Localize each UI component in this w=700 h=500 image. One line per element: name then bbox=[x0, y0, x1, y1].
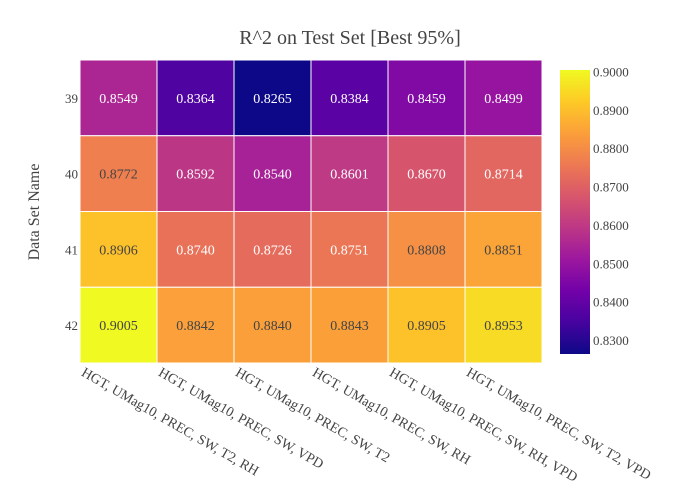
heatmap-cell-labels: 0.8549 0.8364 0.8265 0.8384 0.8459 0.8499 0.87… bbox=[99, 92, 523, 334]
cell-value-label: 0.8726 bbox=[253, 243, 292, 258]
heatmap-cell bbox=[233, 59, 312, 137]
heatmap-cell bbox=[233, 286, 312, 364]
cell-value-label: 0.9005 bbox=[99, 319, 138, 334]
heatmap-cell bbox=[79, 211, 158, 288]
cell-value-label: 0.8714 bbox=[484, 168, 523, 183]
cell-value-label: 0.8851 bbox=[484, 243, 523, 258]
heatmap-cell bbox=[387, 211, 466, 288]
colorbar-tick-label: 0.8800 bbox=[593, 141, 629, 156]
heatmap-cell bbox=[79, 59, 158, 137]
colorbar-ticks: 0.8300 0.8400 0.8500 0.8600 0.8700 0.8800 0.89… bbox=[593, 64, 629, 348]
colorbar-tick-label: 0.8400 bbox=[593, 295, 629, 310]
cell-value-label: 0.8540 bbox=[253, 168, 292, 183]
heatmap-cell bbox=[464, 211, 543, 288]
cell-value-label: 0.8740 bbox=[176, 243, 215, 258]
colorbar bbox=[560, 70, 590, 354]
cell-value-label: 0.8592 bbox=[176, 168, 215, 183]
cell-value-label: 0.8808 bbox=[407, 243, 446, 258]
heatmap-cell bbox=[464, 286, 543, 364]
colorbar-tick-label: 0.8500 bbox=[593, 256, 629, 271]
heatmap-cell bbox=[79, 286, 158, 364]
heatmap-cell bbox=[310, 135, 389, 212]
heatmap-cell bbox=[387, 59, 466, 137]
heatmap-cell bbox=[156, 135, 235, 212]
heatmap-cells bbox=[79, 59, 543, 364]
heatmap-cell bbox=[156, 59, 235, 137]
heatmap-cell bbox=[156, 286, 235, 364]
heatmap-cell bbox=[464, 59, 543, 137]
cell-value-label: 0.8840 bbox=[253, 319, 292, 334]
y-tick-label: 39 bbox=[65, 91, 78, 106]
cell-value-label: 0.8499 bbox=[484, 92, 523, 107]
cell-value-label: 0.8772 bbox=[99, 168, 138, 183]
heatmap-cell bbox=[310, 211, 389, 288]
cell-value-label: 0.8459 bbox=[407, 92, 446, 107]
cell-value-label: 0.8601 bbox=[330, 168, 369, 183]
heatmap-cell bbox=[310, 59, 389, 137]
colorbar-tick-label: 0.9000 bbox=[593, 64, 629, 79]
heatmap-cell bbox=[387, 286, 466, 364]
cell-value-label: 0.8384 bbox=[330, 92, 369, 107]
colorbar-tick-label: 0.8700 bbox=[593, 180, 629, 195]
cell-value-label: 0.8842 bbox=[176, 319, 215, 334]
cell-value-label: 0.8751 bbox=[330, 243, 369, 258]
y-axis-title: Data Set Name bbox=[26, 164, 43, 261]
cell-value-label: 0.8670 bbox=[407, 168, 446, 183]
heatmap-cell bbox=[156, 211, 235, 288]
cell-value-label: 0.8843 bbox=[330, 319, 369, 334]
cell-value-label: 0.8265 bbox=[253, 92, 292, 107]
cell-value-label: 0.8364 bbox=[176, 92, 215, 107]
cell-value-label: 0.8549 bbox=[99, 92, 138, 107]
cell-value-label: 0.8906 bbox=[99, 243, 138, 258]
heatmap-cell bbox=[310, 286, 389, 364]
y-tick-label: 41 bbox=[65, 242, 78, 257]
cell-value-label: 0.8905 bbox=[407, 319, 446, 334]
chart-title: R^2 on Test Set [Best 95%] bbox=[239, 27, 461, 49]
colorbar-tick-label: 0.8900 bbox=[593, 103, 629, 118]
y-tick-label: 40 bbox=[65, 167, 78, 182]
colorbar-tick-label: 0.8600 bbox=[593, 218, 629, 233]
y-tick-label: 42 bbox=[65, 318, 78, 333]
heatmap-cell bbox=[464, 135, 543, 212]
y-axis-ticks: 39 40 41 42 bbox=[65, 91, 78, 333]
colorbar-tick-label: 0.8300 bbox=[593, 333, 629, 348]
cell-value-label: 0.8953 bbox=[484, 319, 523, 334]
